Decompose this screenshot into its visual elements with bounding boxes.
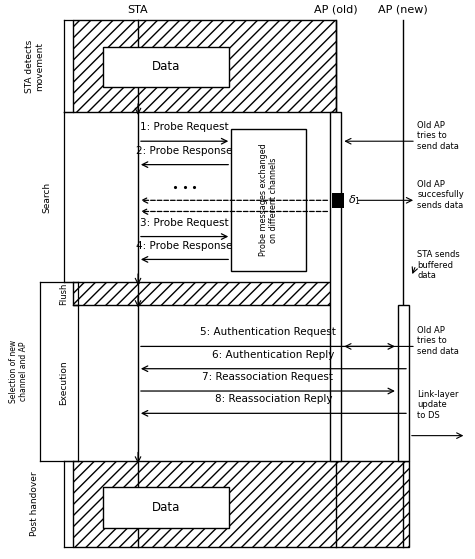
Text: STA detects
movement: STA detects movement xyxy=(25,40,44,93)
Text: STA sends
buffered
data: STA sends buffered data xyxy=(418,250,460,280)
Text: 5: Authentication Request: 5: Authentication Request xyxy=(200,328,336,338)
Bar xyxy=(73,461,409,547)
Bar xyxy=(398,305,409,461)
Text: 3: Probe Request: 3: Probe Request xyxy=(140,217,229,228)
Bar xyxy=(332,192,344,208)
Bar xyxy=(103,487,229,528)
Text: $\delta_1$: $\delta_1$ xyxy=(348,193,361,207)
Bar xyxy=(231,129,305,271)
Text: Old AP
tries to
send data: Old AP tries to send data xyxy=(418,121,459,150)
Text: 1: Probe Request: 1: Probe Request xyxy=(140,122,229,132)
Text: Selection of new
channel and AP: Selection of new channel and AP xyxy=(9,340,28,403)
Text: AP (old): AP (old) xyxy=(314,4,358,15)
Bar xyxy=(73,282,336,305)
Text: Probe messages exchanged
on different channels: Probe messages exchanged on different ch… xyxy=(259,144,278,257)
Bar xyxy=(73,20,336,112)
Bar xyxy=(330,112,342,461)
Text: Old AP
succesfully
sends data: Old AP succesfully sends data xyxy=(418,180,464,210)
Text: 6: Authentication Reply: 6: Authentication Reply xyxy=(212,350,335,360)
Text: 7: Reassociation Request: 7: Reassociation Request xyxy=(202,372,333,382)
Text: Execution: Execution xyxy=(59,361,68,405)
Text: STA: STA xyxy=(128,4,148,15)
Text: 4: Probe Response: 4: Probe Response xyxy=(136,240,233,250)
Text: 2: Probe Response: 2: Probe Response xyxy=(136,146,233,156)
Text: Post handover: Post handover xyxy=(30,472,39,536)
Text: Old AP
tries to
send data: Old AP tries to send data xyxy=(418,326,459,356)
Text: Search: Search xyxy=(43,182,52,213)
Bar xyxy=(103,47,229,87)
Text: Data: Data xyxy=(152,60,180,73)
Text: Flush: Flush xyxy=(59,282,68,305)
Text: Data: Data xyxy=(152,500,180,514)
Text: AP (new): AP (new) xyxy=(379,4,428,15)
Text: 8: Reassociation Reply: 8: Reassociation Reply xyxy=(215,395,332,404)
Text: Link-layer
update
to DS: Link-layer update to DS xyxy=(418,390,459,420)
